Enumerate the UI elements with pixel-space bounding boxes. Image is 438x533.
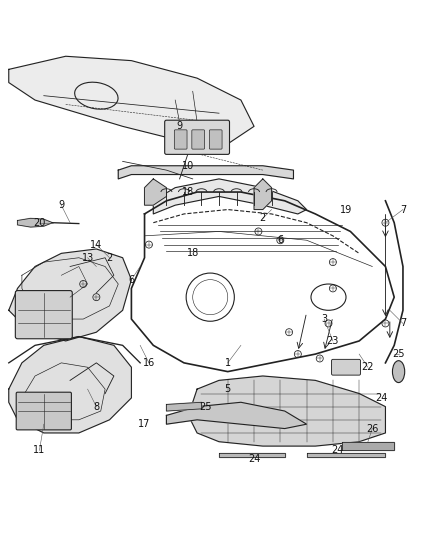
FancyBboxPatch shape	[209, 130, 222, 149]
Text: 22: 22	[362, 362, 374, 372]
FancyBboxPatch shape	[192, 130, 205, 149]
Text: 5: 5	[225, 384, 231, 394]
Text: 13: 13	[81, 253, 94, 263]
Text: 17: 17	[138, 419, 151, 429]
Text: 24: 24	[375, 393, 387, 403]
Polygon shape	[153, 179, 307, 214]
Text: 1: 1	[225, 358, 231, 368]
Polygon shape	[254, 179, 272, 209]
Text: 2: 2	[106, 253, 113, 263]
FancyBboxPatch shape	[15, 290, 72, 339]
FancyBboxPatch shape	[16, 392, 71, 430]
Polygon shape	[307, 453, 385, 457]
Text: 25: 25	[392, 349, 405, 359]
Text: 24: 24	[248, 454, 260, 464]
Text: 11: 11	[33, 446, 46, 456]
Text: 26: 26	[366, 424, 378, 433]
Text: 7: 7	[400, 318, 406, 328]
Polygon shape	[145, 179, 166, 205]
Text: 3: 3	[321, 314, 327, 324]
Polygon shape	[9, 56, 254, 144]
Polygon shape	[188, 376, 385, 446]
Text: 16: 16	[143, 358, 155, 368]
FancyBboxPatch shape	[332, 359, 360, 375]
Text: 18: 18	[182, 187, 194, 197]
Text: 9: 9	[177, 122, 183, 131]
FancyBboxPatch shape	[165, 120, 230, 155]
Text: 14: 14	[90, 240, 102, 249]
Text: 24: 24	[331, 446, 343, 456]
Text: 23: 23	[327, 336, 339, 346]
Text: 18: 18	[187, 248, 199, 259]
Polygon shape	[9, 249, 131, 341]
Polygon shape	[342, 442, 394, 450]
Polygon shape	[18, 219, 53, 227]
Polygon shape	[166, 402, 201, 411]
Polygon shape	[166, 402, 307, 429]
Ellipse shape	[392, 361, 405, 383]
Polygon shape	[9, 336, 131, 433]
Text: 25: 25	[200, 402, 212, 411]
Text: 7: 7	[400, 205, 406, 215]
Polygon shape	[219, 453, 285, 457]
Text: 2: 2	[260, 213, 266, 223]
Text: 10: 10	[182, 161, 194, 171]
Text: 8: 8	[93, 402, 99, 411]
Polygon shape	[118, 166, 293, 179]
Text: 6: 6	[277, 235, 283, 245]
Text: 6: 6	[128, 274, 134, 285]
Text: 19: 19	[340, 205, 352, 215]
Text: 9: 9	[58, 200, 64, 210]
FancyBboxPatch shape	[174, 130, 187, 149]
Text: 20: 20	[33, 217, 46, 228]
